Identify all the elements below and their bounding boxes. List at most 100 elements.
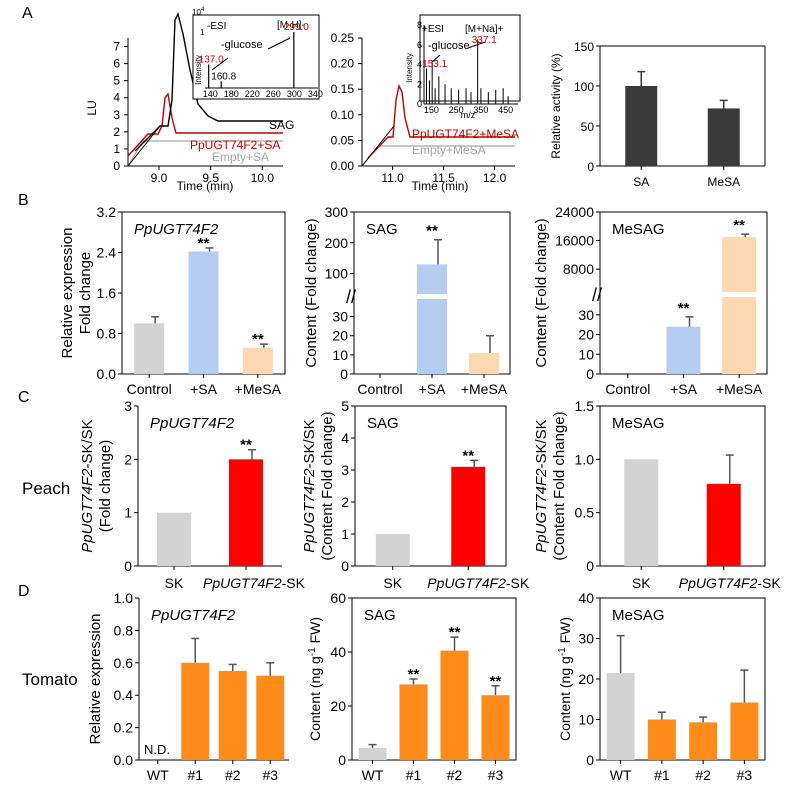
bar (606, 672, 635, 760)
a1-inset-ion-label: [M-H]- (277, 20, 305, 31)
a1-ytick-label: 0 (113, 159, 120, 173)
ytick-label: 0 (586, 366, 594, 382)
bar-break-gap (721, 292, 758, 297)
a1-inset-104-exp: 4 (201, 7, 205, 13)
ytick-label: 50 (581, 120, 595, 134)
a1-legend-sag: SAG (269, 118, 294, 132)
y-axis-label: Content (ng g-1 FW) (307, 617, 323, 741)
significance-label: ** (426, 223, 438, 240)
y-axis-label: (Content Fold change) (319, 411, 336, 560)
ytick-label: 1.6 (97, 285, 117, 301)
a1-inset-arrow (211, 57, 229, 71)
chart-d2: 0 20 40 60 WT ** #1 ** #2 ** #3 SAG Content (ng g-1 … (307, 590, 517, 783)
bar (134, 323, 165, 374)
chart-a1: LU 0 1 2 3 4 5 6 7 9.0 9.5 10.0 Time (min) SAG Pp… (85, 7, 323, 193)
a2-inset-xtick-label: 350 (473, 105, 488, 115)
bar (666, 326, 701, 374)
a1-inset-ylabel: Intensity (194, 55, 203, 85)
a1-inset-peak-label: 137.0 (199, 54, 224, 65)
a2-inset-peak-label: 337.1 (472, 35, 497, 46)
xtick-label: #2 (225, 767, 241, 783)
ytick-label: 0 (124, 558, 132, 574)
ytick-label: 0.4 (114, 687, 134, 703)
bar (706, 483, 741, 566)
xtick-label: PpUGT74F2-SK (203, 575, 306, 591)
xtick-label: #2 (695, 767, 711, 783)
bar (730, 702, 759, 760)
xtick-label: #1 (187, 767, 203, 783)
a2-ytick-label: 0.20 (331, 57, 355, 71)
chart-a3: 0 50 100 150 SA MeSA Relative activity (%) (549, 40, 766, 189)
xtick-label: Control (357, 381, 402, 397)
a2-inset-xtick-label: 250 (449, 105, 464, 115)
y-axis-label: (Content Fold change) (551, 411, 568, 560)
bar (218, 670, 247, 760)
plot-frame (599, 405, 766, 567)
y-axis-label: Relative activity (%) (549, 53, 563, 158)
significance-label: ** (240, 437, 252, 454)
a1-inset-frame (192, 14, 320, 100)
ytick-label: 16000 (555, 233, 594, 249)
a2-legend-ppugt-mesa: PpUGT74F2+MeSA (412, 127, 519, 141)
ytick-label: 40 (330, 644, 346, 660)
a1-inset-xtick-label: 220 (245, 89, 260, 99)
ytick-label: 40 (578, 590, 594, 606)
xtick-label: #3 (262, 767, 278, 783)
plot-frame (354, 405, 507, 567)
a2-xtick-label: 11.5 (432, 171, 455, 185)
bar (358, 747, 387, 760)
ytick-label: 2 (124, 451, 132, 467)
chart-a2: 0.00 0.05 0.10 0.15 0.20 0.25 11.0 11.5 12.0 Ti… (331, 14, 521, 193)
a1-y-label: LU (85, 100, 99, 115)
a1-inset-glucose: -glucose (221, 39, 263, 51)
ytick-label: 3 (341, 462, 349, 478)
ytick-label: 5 (341, 398, 349, 414)
ytick-label: 0 (586, 752, 594, 768)
chart-c1: 0 1 2 3 SK ** PpUGT74F2-SK PpUGT74F2 PpUGT74F2-S… (79, 398, 306, 591)
a2-ytick-label: 0.00 (331, 159, 355, 173)
significance-label: ** (198, 235, 210, 252)
ytick-label: 150 (574, 40, 594, 54)
chart-c2: 0 1 2 3 4 5 SK ** PpUGT74F2-SK SAG PpUGT74F2-SK/SK… (301, 398, 530, 591)
ytick-label: 30 (332, 309, 348, 325)
xtick-label: WT (610, 767, 632, 783)
significance-label: ** (462, 447, 474, 464)
bar (440, 650, 469, 760)
a1-inset-xtick-label: 260 (266, 89, 281, 99)
ytick-label: 100 (325, 266, 349, 282)
panel-title: PpUGT74F2 (134, 221, 219, 238)
significance-label: ** (408, 666, 420, 683)
xtick-label: PpUGT74F2-SK (679, 575, 782, 591)
ytick-label: 10 (332, 347, 348, 363)
a1-inset-xtick-label: 340 (308, 89, 323, 99)
y-axis-label: (Fold change) (97, 440, 114, 533)
a2-ytick-label: 0.10 (331, 108, 355, 122)
ytick-label: 0.8 (114, 622, 134, 638)
xtick-label: +MeSA (461, 381, 508, 397)
y-axis-label: Relative expression (87, 614, 104, 745)
ytick-label: 0 (341, 558, 349, 574)
axis-break-mark: // (346, 287, 356, 307)
panel-title: PpUGT74F2 (151, 607, 236, 624)
ytick-label: 4 (341, 430, 349, 446)
xtick-label: SK (165, 575, 184, 591)
a1-inset-y1: 1 (200, 28, 205, 37)
a1-xtick-label: 9.0 (151, 171, 168, 185)
y-axis-label: PpUGT74F2-SK/SK (533, 419, 550, 552)
ytick-label: 1.5 (575, 398, 595, 414)
xtick-label: #3 (488, 767, 504, 783)
a2-legend-empty-mesa: Empty+MeSA (412, 143, 486, 157)
ytick-label: 24000 (555, 204, 594, 220)
panel-letter-c: C (18, 389, 30, 406)
a2-inset-ytick-label: 8 (417, 20, 422, 30)
a2-xtick-label: 12.0 (483, 171, 507, 185)
xtick-label: +MeSA (716, 381, 763, 397)
xtick-label: +SA (190, 381, 218, 397)
a1-series-sag (134, 11, 283, 152)
ytick-label: 30 (578, 631, 594, 647)
significance-label: ** (490, 673, 502, 690)
ytick-label: 1.0 (575, 451, 595, 467)
ytick-label: 1 (341, 526, 349, 542)
a1-legend-empty-sa: Empty+SA (212, 150, 269, 164)
